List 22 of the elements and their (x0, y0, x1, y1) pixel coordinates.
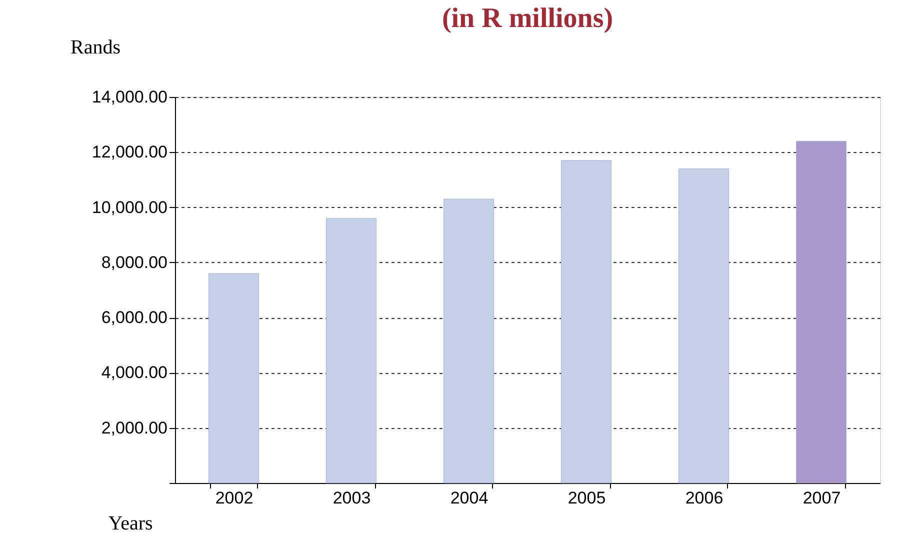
bar (796, 140, 846, 484)
y-tick-label: 2,000.00 (101, 418, 168, 438)
y-axis-title: Rands (70, 36, 121, 58)
y-tick-label: 12,000.00 (92, 142, 168, 162)
x-tick-label: 2004 (450, 488, 488, 508)
x-tick-label: 2006 (685, 488, 724, 508)
y-tick-label: 4,000.00 (101, 363, 168, 382)
bar (678, 168, 729, 484)
y-tick-label: 14,000.00 (92, 88, 168, 106)
bar (561, 160, 612, 484)
x-axis-title: Years (108, 512, 154, 534)
y-tick-label: 6,000.00 (101, 308, 168, 328)
x-tick-label: 2005 (568, 488, 606, 508)
y-tick-label: 8,000.00 (101, 252, 168, 272)
chart-title: (in R millions) (442, 3, 614, 34)
bar (326, 218, 376, 484)
x-tick-label: 2003 (332, 488, 371, 508)
bar (444, 198, 494, 484)
x-tick-label: 2007 (802, 488, 841, 508)
y-tick-label: 10,000.00 (92, 198, 168, 217)
x-tick-label: 2002 (215, 488, 254, 508)
bar (208, 273, 259, 484)
